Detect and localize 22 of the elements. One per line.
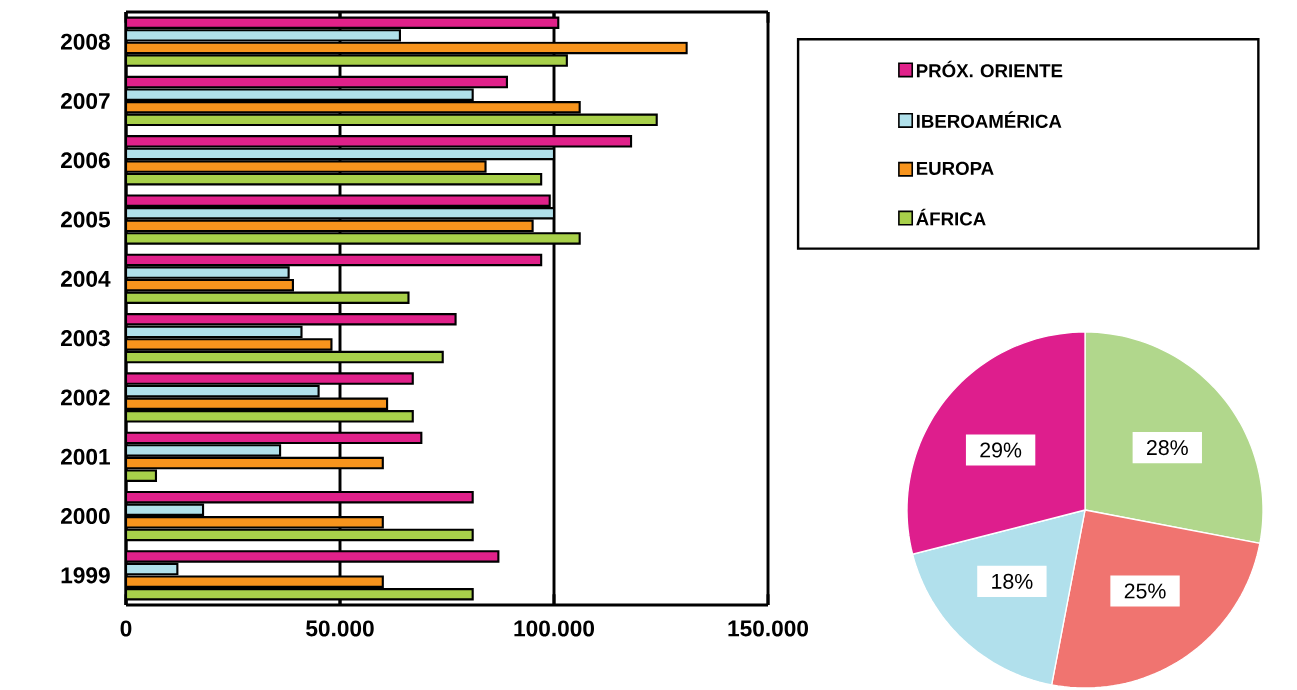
- data-label: 18%: [992, 573, 1033, 589]
- legend-label: PRÓX. ORIENTE: [916, 60, 1063, 78]
- x-tick-label: 50.000: [306, 620, 374, 637]
- y-tick-label: 1999: [61, 567, 110, 584]
- x-tick-label: 100.000: [514, 620, 595, 637]
- y-tick-label: 2005: [60, 211, 110, 228]
- y-tick-label: 2006: [60, 152, 110, 169]
- x-tick-label: 150.000: [728, 620, 809, 637]
- legend-label: ÁFRICA: [916, 208, 986, 226]
- legend-label: IBEROAMÉRICA: [916, 111, 1062, 128]
- legend-label: EUROPA: [916, 161, 994, 175]
- data-label: 29%: [980, 442, 1022, 458]
- data-label: 25%: [1124, 583, 1166, 599]
- y-tick-label: 2004: [60, 270, 111, 287]
- y-tick-label: 2003: [60, 330, 110, 347]
- y-tick-label: 2002: [60, 389, 110, 406]
- data-label: 28%: [1147, 440, 1188, 456]
- y-tick-label: 2008: [60, 33, 110, 50]
- y-tick-label: 2007: [60, 92, 110, 109]
- y-tick-label: 2000: [60, 508, 110, 525]
- x-tick-label: 0: [120, 620, 132, 637]
- y-tick-label: 2001: [60, 448, 110, 465]
